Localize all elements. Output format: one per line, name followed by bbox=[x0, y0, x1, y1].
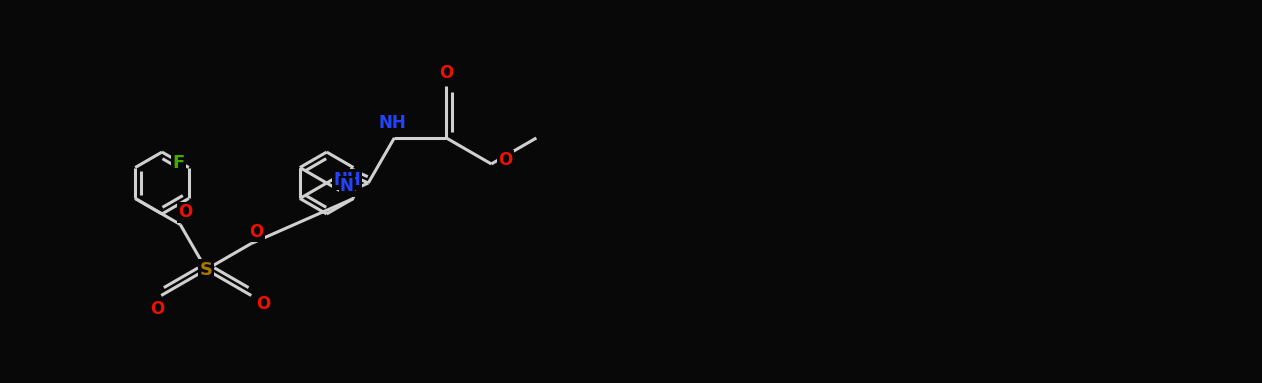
Text: F: F bbox=[173, 154, 186, 172]
Text: O: O bbox=[256, 295, 270, 313]
Text: NH: NH bbox=[333, 170, 361, 188]
Text: O: O bbox=[150, 300, 164, 318]
Text: O: O bbox=[439, 64, 453, 82]
Text: O: O bbox=[249, 223, 264, 241]
Text: N: N bbox=[339, 177, 353, 195]
Text: S: S bbox=[199, 260, 213, 278]
Text: O: O bbox=[498, 151, 512, 169]
Text: O: O bbox=[178, 203, 192, 221]
Text: NH: NH bbox=[379, 114, 406, 132]
